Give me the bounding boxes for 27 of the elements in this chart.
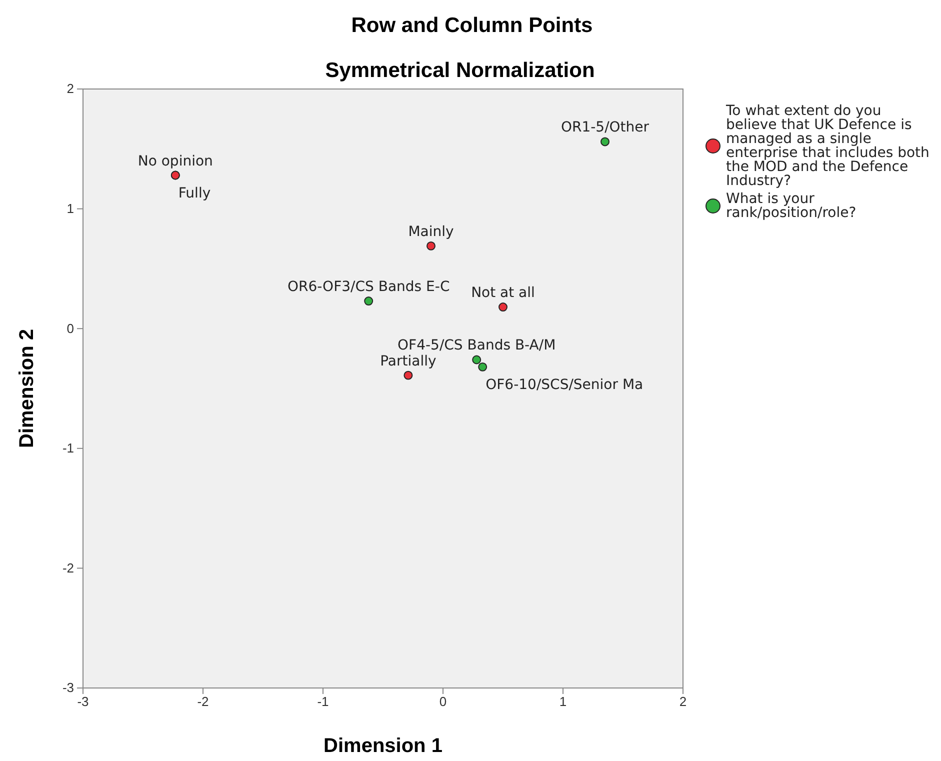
y-axis-title: Dimension 2	[16, 329, 38, 448]
x-tick-label: 2	[679, 694, 687, 710]
x-tick-label: -2	[197, 694, 209, 710]
chart-title: Row and Column Points	[351, 14, 593, 37]
chart-subtitle: Symmetrical Normalization	[325, 59, 595, 82]
x-tick-label: -1	[317, 694, 329, 710]
y-tick-label: -3	[62, 680, 74, 696]
x-tick-label: 1	[559, 694, 567, 710]
legend-label: What is your rank/position/role?	[726, 191, 856, 221]
annotation: OR6-OF3/CS Bands E-C	[287, 279, 450, 296]
legend-label: To what extent do you believe that UK Defence is managed as a single enterprise that includes both the MOD and the Defence Industry?	[725, 103, 930, 189]
x-tick-label: 0	[439, 694, 447, 710]
annotation: Partially	[380, 353, 436, 370]
annotation: OR1-5/Other	[560, 120, 650, 136]
x-axis-title: Dimension 1	[324, 735, 442, 757]
y-tick-label: 1	[66, 200, 74, 216]
annotation: No opinion	[138, 153, 213, 170]
annotation: OF6-10/SCS/Senior Ma	[486, 376, 644, 393]
x-tick-label: -3	[77, 694, 89, 710]
y-tick-label: -1	[62, 440, 74, 456]
y-tick-label: 0	[66, 320, 74, 336]
y-tick-label: 2	[66, 81, 74, 96]
annotation: Mainly	[408, 224, 454, 240]
annotation: Fully	[178, 185, 211, 202]
annotation: Not at all	[471, 285, 535, 302]
annotation: OF4-5/CS Bands B-A/M	[398, 338, 556, 354]
y-tick-label: -2	[62, 560, 74, 576]
